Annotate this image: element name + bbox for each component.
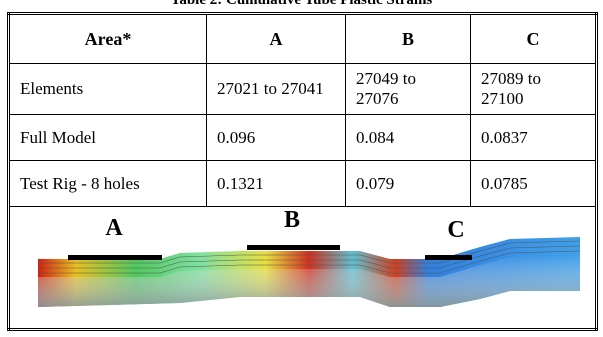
- tube-figure: A B C: [10, 207, 590, 323]
- tube: [38, 237, 580, 307]
- table-cell: 0.084: [346, 115, 471, 161]
- table-title: Table 2: Cumulative Tube Plastic Strains: [0, 0, 603, 9]
- table-cell: 27089 to 27100: [471, 64, 597, 115]
- figure-cell: A B C: [9, 207, 597, 330]
- figure-label: A: [105, 215, 123, 241]
- table-cell: 0.0785: [471, 161, 597, 207]
- figure-row: A B C: [9, 207, 597, 330]
- header-cell: A: [207, 14, 346, 64]
- page: Table 2: Cumulative Tube Plastic Strains…: [0, 0, 603, 337]
- header-cell: B: [346, 14, 471, 64]
- table-cell: 0.0837: [471, 115, 597, 161]
- table-cell: 0.096: [207, 115, 346, 161]
- table-cell: 0.1321: [207, 161, 346, 207]
- table-cell: 27049 to 27076: [346, 64, 471, 115]
- header-cell: C: [471, 14, 597, 64]
- figure-label: C: [447, 217, 464, 243]
- figure-label: B: [284, 207, 300, 233]
- table-cell: 0.079: [346, 161, 471, 207]
- table-cell: Elements: [9, 64, 207, 115]
- table-cell: Test Rig - 8 holes: [9, 161, 207, 207]
- header-cell: Area*: [9, 14, 207, 64]
- table-cell: 27021 to 27041: [207, 64, 346, 115]
- table-cell: Full Model: [9, 115, 207, 161]
